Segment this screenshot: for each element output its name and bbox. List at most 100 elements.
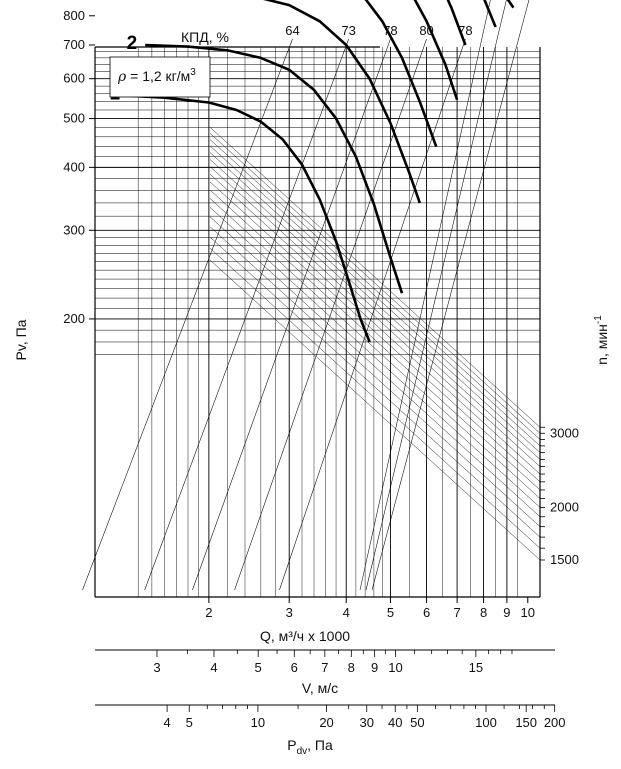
efficiency-labels: 6473788078736556: [285, 23, 472, 38]
efficiency-line: [82, 38, 293, 591]
efficiency-lines: [82, 0, 530, 591]
efficiency-line: [371, 0, 530, 591]
x-tick-label: 9: [503, 605, 510, 620]
dynamic-pressure-tick-label: 200: [544, 715, 566, 730]
speed-line: [209, 236, 541, 538]
x-tick-label: 7: [453, 605, 460, 620]
speed-line: [209, 139, 541, 440]
dynamic-pressure-tick-label: 100: [475, 715, 497, 730]
dynamic-pressure-axis: 4 5 10 20 30 40 50 100 150 200: [95, 704, 566, 730]
x-tick-label: 8: [480, 605, 487, 620]
speed-tick-label: 1500: [550, 552, 579, 567]
speed-line: [209, 216, 541, 517]
speed-line: [209, 259, 541, 561]
dynamic-pressure-tick-label: 20: [319, 715, 333, 730]
density-note-text: ρ = 1,2 кг/м3: [117, 67, 196, 85]
curve-label-2: 2: [127, 33, 138, 54]
speed-axis-title-text: n, мин: [594, 324, 610, 365]
velocity-tick-label: 5: [255, 660, 262, 675]
density-note-box: [109, 56, 211, 98]
dynamic-pressure-tick-label: 50: [410, 715, 424, 730]
dynamic-pressure-tick-label: 150: [515, 715, 537, 730]
dynamic-pressure-tick-label: 5: [186, 715, 193, 730]
dynamic-pressure-tick-label: 4: [164, 715, 171, 730]
dynamic-pressure-tick-label: 10: [251, 715, 265, 730]
efficiency-label: 80: [419, 23, 433, 38]
efficiency-line: [144, 38, 349, 591]
efficiency-label: 73: [341, 23, 355, 38]
velocity-tick-label: 6: [291, 660, 298, 675]
efficiency-line: [192, 38, 391, 591]
dynamic-pressure-axis-title: Pdv, Па: [287, 737, 333, 757]
y-tick-label: 300: [63, 222, 85, 237]
x-axis-ticks: 2 3 4 5 6 7 8 9 10: [205, 597, 535, 620]
efficiency-axis-title: КПД, %: [181, 29, 229, 45]
y-axis-title: Pv, Па: [13, 319, 29, 360]
y-axis-ticks: 200300400500600700800900100015002000: [63, 8, 95, 326]
x-tick-label: 2: [205, 605, 212, 620]
density-value: = 1,2 кг/м: [126, 68, 190, 84]
curve-2: [145, 43, 404, 294]
dynamic-pressure-title-sub: dv: [297, 746, 308, 757]
speed-line: [209, 207, 541, 508]
speed-line: [209, 133, 541, 434]
speed-line: [209, 226, 541, 527]
curve-3: [263, 0, 422, 204]
speed-line: [209, 189, 541, 491]
speed-line: [209, 173, 541, 475]
velocity-tick-label: 4: [210, 660, 217, 675]
y-tick-label: 600: [63, 71, 85, 86]
curve-4: [364, 0, 438, 147]
speed-lines: [209, 127, 541, 561]
velocity-tick-label: 15: [469, 660, 483, 675]
y-tick-label: 200: [63, 311, 85, 326]
efficiency-line: [365, 0, 507, 591]
speed-line: [209, 145, 541, 447]
x-tick-label: 10: [521, 605, 535, 620]
x-tick-label: 5: [387, 605, 394, 620]
velocity-tick-label: 10: [388, 660, 402, 675]
y-tick-label: 400: [63, 159, 85, 174]
curve-5: [413, 0, 459, 101]
velocity-tick-label: 9: [371, 660, 378, 675]
speed-axis-title: n, мин-1: [593, 315, 610, 365]
velocity-tick-label: 3: [153, 660, 160, 675]
x-tick-label: 6: [423, 605, 430, 620]
velocity-axis: 3 4 5 6 7 8 9 10 15: [95, 649, 555, 675]
x-axis-title: Q, м³/ч х 1000: [260, 628, 350, 644]
y-tick-label: 500: [63, 111, 85, 126]
grid: [95, 47, 540, 597]
x-tick-label: 3: [286, 605, 293, 620]
speed-line: [209, 181, 541, 483]
density-note: ρ = 1,2 кг/м3: [109, 56, 211, 98]
speed-axis-title-exponent: -1: [593, 315, 604, 324]
dynamic-pressure-tick-label: 30: [360, 715, 374, 730]
speed-tick-label: 3000: [550, 425, 579, 440]
y-tick-label: 700: [63, 37, 85, 52]
efficiency-line: [359, 0, 491, 591]
speed-line: [209, 159, 541, 460]
efficiency-label: 64: [285, 23, 299, 38]
speed-axis-ticks: 1500 2000 3000: [540, 425, 579, 567]
velocity-axis-title: V, м/с: [302, 680, 338, 696]
x-tick-label: 4: [343, 605, 350, 620]
efficiency-label: 78: [458, 23, 472, 38]
speed-line: [209, 127, 541, 428]
speed-line: [209, 152, 541, 453]
dynamic-pressure-title-unit: , Па: [307, 737, 333, 753]
dynamic-pressure-tick-label: 40: [388, 715, 402, 730]
velocity-tick-label: 7: [321, 660, 328, 675]
speed-line: [209, 248, 541, 549]
density-symbol: ρ: [117, 69, 127, 85]
dynamic-pressure-title-p: P: [287, 737, 296, 753]
density-unit-exponent: 3: [190, 67, 196, 78]
velocity-tick-label: 8: [348, 660, 355, 675]
y-tick-label: 800: [63, 8, 85, 23]
speed-line: [209, 198, 541, 499]
speed-line: [209, 166, 541, 467]
efficiency-line: [279, 38, 466, 591]
speed-tick-label: 2000: [550, 499, 579, 514]
plot-frame: [94, 46, 541, 598]
curve-1: [127, 94, 371, 343]
